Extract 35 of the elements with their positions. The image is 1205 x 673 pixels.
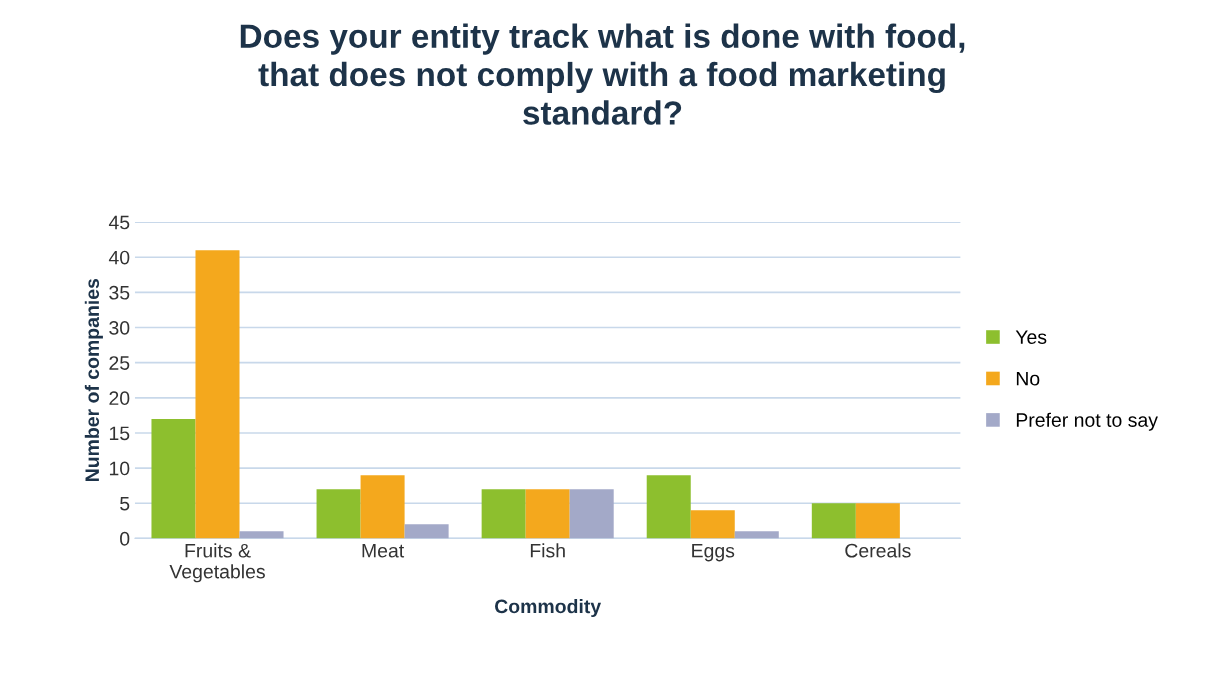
legend-label: Yes [1015,330,1047,345]
y-tick-label: 30 [109,320,130,335]
bar [195,250,240,539]
y-tick-label: 15 [109,426,130,441]
bar [360,475,405,539]
bar [690,510,735,539]
x-tick-label: Fish [530,543,565,558]
bar [481,489,526,539]
legend-label: Prefer not to say [1016,412,1158,431]
y-tick-label: 25 [109,356,130,370]
bar [239,531,284,539]
y-tick-label: 45 [108,215,130,230]
bar [734,531,779,539]
bar [855,503,900,539]
y-tick-label: 5 [120,496,130,511]
y-tick-label: 0 [120,531,130,546]
y-tick-label: 35 [109,285,130,300]
x-tick-label: Meat [362,543,405,558]
bar [316,489,361,539]
bar [404,524,449,539]
bar [525,489,570,539]
y-tick-label: 40 [108,250,130,265]
x-axis-title: Commodity [495,599,602,618]
legend-label: No [1016,371,1040,386]
bar [811,503,856,539]
y-axis-title: Number of companies [84,278,103,482]
bar [151,418,196,539]
bar [646,475,691,539]
x-tick-label: Fruits & Vegetables [169,543,265,583]
bar [569,489,614,539]
x-tick-label: Cereals [845,543,911,558]
chart-title: Does your entity track what is done with food, that does not comply with a food marketing standard? [240,23,965,125]
x-tick-label: Eggs [692,543,735,562]
y-tick-label: 10 [109,461,130,476]
y-tick-label: 20 [109,391,130,406]
